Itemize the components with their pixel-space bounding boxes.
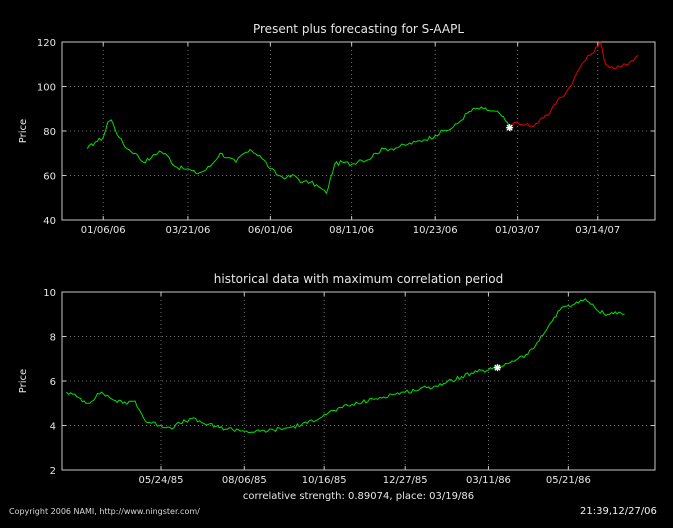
panel1-title: Present plus forecasting for S-AAPL	[253, 22, 464, 36]
panel1-xtick-label: 01/03/07	[495, 225, 540, 236]
panel1-xtick-label: 03/14/07	[575, 225, 620, 236]
panel1-ytick-label: 120	[37, 38, 56, 49]
panel1-xtick-label: 10/23/06	[413, 225, 458, 236]
panel1-series-historical	[86, 106, 511, 195]
panel1-xtick-label: 01/06/06	[81, 225, 126, 236]
panel2-xtick-label: 05/21/86	[546, 475, 591, 486]
panel2-ytick-label: 4	[50, 422, 56, 433]
panel2-title: historical data with maximum correlation…	[214, 272, 503, 286]
panel2-xtick-label: 08/06/85	[222, 475, 267, 486]
panel1-xtick-label: 08/11/06	[329, 225, 374, 236]
panel2-xlabel: correlative strength: 0.89074, place: 03…	[243, 491, 474, 502]
panel1-xtick-label: 06/01/06	[248, 225, 293, 236]
panel2-series-historical	[66, 297, 625, 434]
panel1-ytick-label: 60	[43, 172, 56, 183]
panel2-ytick-label: 10	[43, 288, 56, 299]
panel2-xtick-label: 05/24/85	[139, 475, 184, 486]
panel1-ytick-label: 40	[43, 216, 56, 227]
panel1-ylabel: Price	[18, 119, 29, 143]
panel2-ytick-label: 8	[50, 333, 56, 344]
panel2-ytick-label: 6	[50, 377, 56, 388]
panel2-xtick-label: 10/16/85	[302, 475, 347, 486]
panel2-xtick-label: 03/11/86	[466, 475, 511, 486]
panel1-series-forecast	[509, 40, 639, 128]
panel1-ytick-label: 100	[37, 83, 56, 94]
panel2-marker-star	[493, 364, 501, 372]
panel1-xtick-label: 03/21/06	[165, 225, 210, 236]
panel2-xtick-label: 12/27/85	[383, 475, 428, 486]
timestamp-text: 21:39,12/27/06	[580, 506, 657, 517]
copyright-text: Copyright 2006 NAMI, http://www.ningster…	[9, 507, 200, 516]
panel1-ytick-label: 80	[43, 127, 56, 138]
panel2-ylabel: Price	[18, 369, 29, 393]
panel1-marker-star	[506, 124, 514, 132]
panel2-ytick-label: 2	[50, 466, 56, 477]
